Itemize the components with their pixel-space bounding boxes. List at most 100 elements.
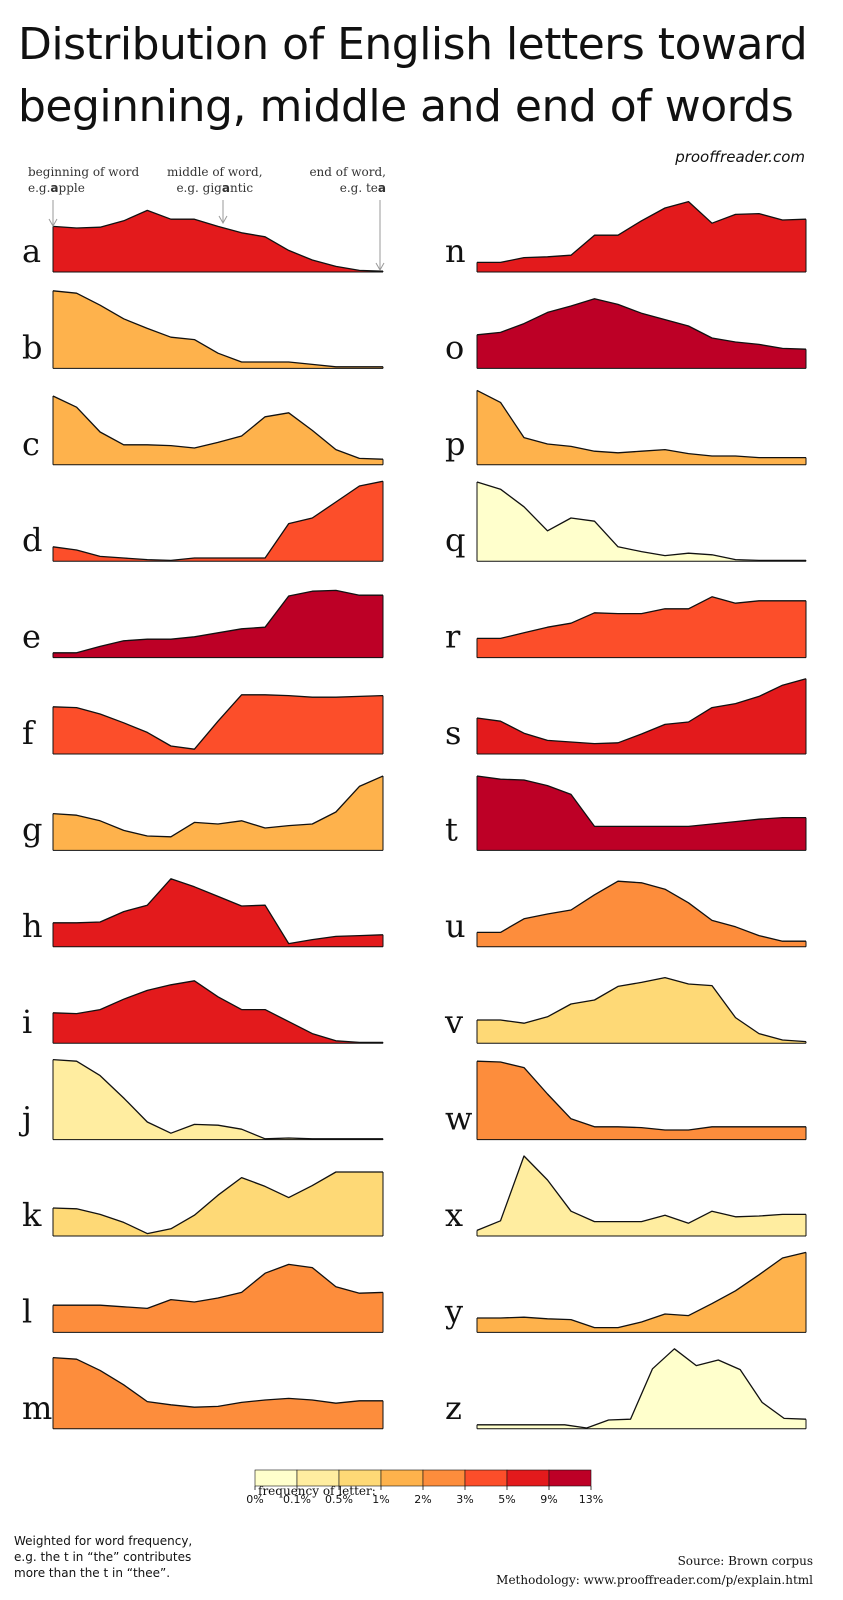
line-h (53, 878, 384, 945)
line-v (477, 976, 807, 1043)
letter-label-p: p (445, 425, 465, 463)
title-line-2: beginning, middle and end of words (18, 81, 794, 132)
line-b (52, 290, 383, 368)
letter-label-m: m (22, 1389, 52, 1427)
letter-label-k: k (22, 1196, 42, 1234)
area-x (477, 1156, 806, 1236)
line-d (52, 480, 384, 562)
methodology-note: Methodology: www.prooffreader.com/p/expl… (496, 1573, 813, 1587)
legend-tick-2: 0.5% (325, 1493, 353, 1506)
line-i (52, 980, 383, 1044)
legend-tick-5: 3% (456, 1493, 473, 1506)
annotation-end-example: e.g. tea (339, 181, 386, 195)
weighting-note: Weighted for word frequency, e.g. the t … (14, 1534, 193, 1580)
area-c (53, 396, 383, 465)
letter-label-i: i (22, 1003, 32, 1041)
area-f (53, 694, 383, 754)
area-p (477, 390, 806, 465)
legend-tick-7: 9% (540, 1493, 557, 1506)
line-a (52, 209, 384, 272)
letter-label-y: y (444, 1292, 463, 1330)
letter-label-b: b (22, 328, 42, 366)
letter-label-t: t (445, 810, 458, 848)
area-m (53, 1357, 383, 1429)
area-s (477, 678, 806, 754)
line-r (477, 596, 806, 640)
area-n (477, 201, 806, 272)
area-t (477, 776, 806, 851)
letter-label-o: o (445, 328, 464, 366)
annotation-middle-example: e.g. gigantic (176, 181, 254, 195)
area-g (53, 776, 383, 851)
line-y (477, 1251, 807, 1329)
letter-label-x: x (445, 1196, 463, 1234)
letter-label-h: h (22, 907, 43, 945)
annotation-beginning-line1: beginning of word (28, 165, 140, 179)
area-q (477, 482, 806, 562)
area-h (53, 878, 383, 947)
letter-label-j: j (18, 1100, 32, 1138)
legend-tick-3: 1% (372, 1493, 389, 1506)
letter-label-s: s (445, 714, 461, 752)
line-u (477, 880, 806, 942)
legend-tick-4: 2% (414, 1493, 431, 1506)
area-d (53, 481, 383, 562)
letter-label-r: r (445, 618, 461, 656)
line-k (52, 1171, 383, 1235)
legend-label: frequency of letter: (258, 1484, 376, 1498)
legend-swatch-6 (506, 1469, 550, 1487)
area-k (53, 1172, 383, 1236)
area-a (53, 210, 383, 272)
annotation-end-line1: end of word, (309, 165, 386, 179)
area-v (477, 977, 806, 1044)
annotation-beginning: beginning of word e.g.apple (28, 164, 139, 196)
line-x (476, 1155, 806, 1232)
arrow-beginning-head (48, 218, 58, 228)
chart-title: Distribution of English letters toward b… (18, 14, 838, 138)
arrow-middle-head (218, 215, 228, 225)
annotation-middle-line1: middle of word, (167, 165, 263, 179)
legend-swatch-3 (380, 1469, 424, 1487)
letter-label-l: l (22, 1292, 32, 1330)
legend-tick-1: 0.1% (283, 1493, 311, 1506)
area-y (477, 1252, 806, 1333)
arrow-end-head (375, 262, 385, 272)
line-p (476, 389, 806, 459)
letter-label-q: q (445, 521, 465, 559)
letter-label-a: a (22, 232, 41, 270)
line-q (476, 481, 806, 562)
line-e (53, 589, 383, 654)
line-t (476, 775, 806, 828)
area-z (477, 1348, 806, 1429)
area-b (53, 290, 383, 369)
area-i (53, 980, 383, 1044)
letter-label-w: w (445, 1100, 472, 1138)
line-j (52, 1058, 383, 1140)
line-l (53, 1263, 384, 1310)
legend-swatch-5 (464, 1469, 508, 1487)
legend-tick-8: 13% (579, 1493, 603, 1506)
legend-tick-0: 0% (246, 1493, 263, 1506)
area-o (477, 298, 806, 369)
legend-swatch-7 (548, 1469, 592, 1487)
letter-label-g: g (22, 810, 42, 848)
annotation-beginning-example: e.g.apple (28, 181, 85, 195)
line-g (52, 775, 384, 838)
line-o (476, 298, 807, 350)
letter-label-e: e (22, 618, 41, 656)
title-line-1: Distribution of English letters toward (18, 19, 808, 70)
letter-label-n: n (445, 232, 466, 270)
letter-label-u: u (445, 907, 466, 945)
letter-label-c: c (22, 425, 40, 463)
letter-label-v: v (444, 1003, 463, 1041)
area-j (53, 1059, 383, 1140)
area-e (53, 590, 383, 658)
line-c (52, 395, 384, 460)
line-f (52, 694, 384, 750)
annotation-middle: middle of word, e.g. gigantic (167, 164, 263, 196)
area-r (477, 596, 806, 658)
area-u (477, 881, 806, 947)
letter-label-f: f (22, 714, 36, 752)
brand-credit: prooffreader.com (675, 148, 805, 166)
